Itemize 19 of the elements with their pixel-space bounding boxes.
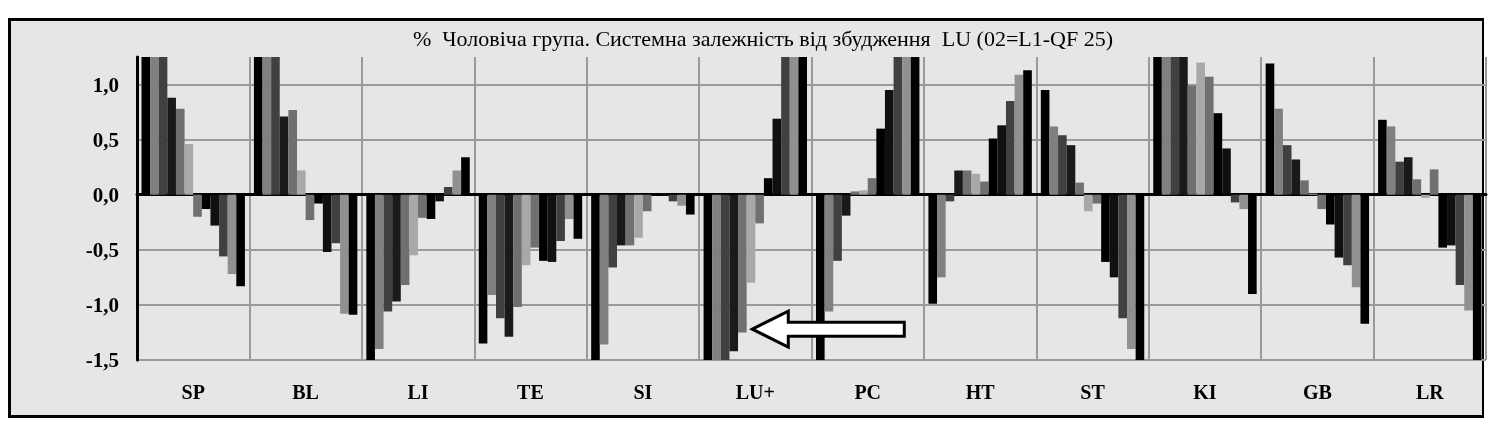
x-tick-label: ST bbox=[1080, 381, 1106, 403]
y-tick-label: 1,0 bbox=[92, 72, 119, 97]
y-tick-label: -1,0 bbox=[85, 292, 119, 317]
y-tick-label: 0,0 bbox=[92, 182, 119, 207]
y-tick-label: 0,5 bbox=[92, 127, 119, 152]
x-tick-label: LI bbox=[407, 381, 429, 403]
x-tick-label: GB bbox=[1302, 381, 1332, 403]
x-tick-label: HT bbox=[965, 381, 996, 403]
x-tick-label: LR bbox=[1415, 381, 1445, 403]
x-tick-label: SI bbox=[633, 381, 653, 403]
chart-title: % Чоловіча група. Системна залежність від збудження LU (02=L1-QF 25) bbox=[412, 25, 1114, 51]
x-tick-label: BL bbox=[292, 381, 319, 403]
x-tick-label: PC bbox=[854, 381, 882, 403]
y-tick-label: -0,5 bbox=[85, 237, 119, 262]
x-tick-label: KI bbox=[1193, 381, 1217, 403]
x-tick-label: LU+ bbox=[735, 381, 775, 403]
x-tick-label: SP bbox=[181, 381, 205, 403]
x-tick-label: TE bbox=[517, 381, 544, 403]
y-tick-label: -1,5 bbox=[85, 348, 119, 372]
